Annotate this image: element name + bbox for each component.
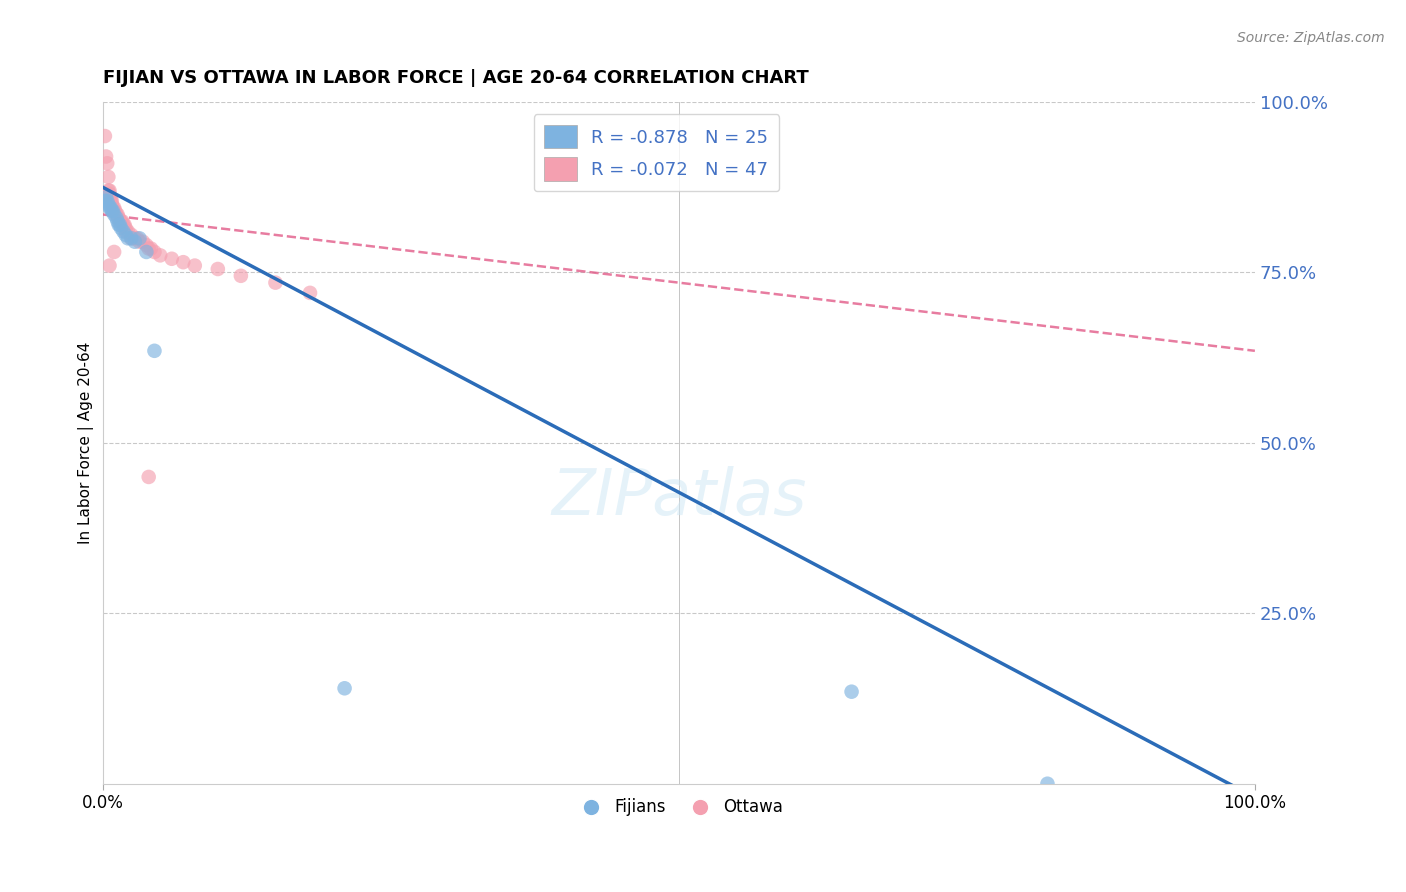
Point <box>98 201 121 215</box>
Point <box>135 238 157 252</box>
Point <box>160 252 183 266</box>
Point <box>143 244 166 259</box>
Point <box>101 194 124 208</box>
Point <box>120 227 142 242</box>
Point <box>138 470 160 484</box>
Point <box>101 204 124 219</box>
Point <box>128 231 150 245</box>
Point <box>98 184 121 198</box>
Point <box>112 225 135 239</box>
Point <box>120 231 142 245</box>
Point <box>100 190 122 204</box>
Point <box>103 204 125 219</box>
Point <box>105 211 128 225</box>
Point <box>139 242 162 256</box>
Point <box>112 218 135 232</box>
Point <box>107 214 129 228</box>
Point <box>96 194 118 208</box>
Point <box>105 207 128 221</box>
Point <box>103 201 125 215</box>
Point <box>143 343 166 358</box>
Point <box>135 244 157 259</box>
Point <box>117 231 139 245</box>
Point <box>108 218 131 232</box>
Point <box>127 231 149 245</box>
Point <box>114 221 136 235</box>
Point <box>172 255 194 269</box>
Point <box>107 207 129 221</box>
Point <box>184 259 207 273</box>
Point <box>128 235 150 249</box>
Point <box>101 201 124 215</box>
Y-axis label: In Labor Force | Age 20-64: In Labor Force | Age 20-64 <box>79 342 94 544</box>
Point <box>264 276 287 290</box>
Point <box>94 190 117 204</box>
Text: FIJIAN VS OTTAWA IN LABOR FORCE | AGE 20-64 CORRELATION CHART: FIJIAN VS OTTAWA IN LABOR FORCE | AGE 20… <box>103 69 808 87</box>
Point <box>117 225 139 239</box>
Point <box>108 214 131 228</box>
Point <box>333 681 356 696</box>
Point <box>100 201 122 215</box>
Point <box>110 221 132 235</box>
Point <box>97 197 120 211</box>
Point <box>298 285 321 300</box>
Point <box>107 218 129 232</box>
Point <box>103 207 125 221</box>
Point <box>132 235 155 249</box>
Point <box>120 231 142 245</box>
Point <box>101 197 124 211</box>
Point <box>107 211 129 225</box>
Point <box>104 204 127 219</box>
Point <box>138 242 160 256</box>
Point <box>124 235 146 249</box>
Point <box>111 214 134 228</box>
Point <box>110 214 132 228</box>
Point <box>94 194 117 208</box>
Point <box>96 156 118 170</box>
Point <box>103 244 125 259</box>
Point <box>1036 777 1059 791</box>
Point <box>841 684 863 698</box>
Text: Source: ZipAtlas.com: Source: ZipAtlas.com <box>1237 31 1385 45</box>
Point <box>100 194 122 208</box>
Point <box>97 169 120 184</box>
Point <box>98 186 121 201</box>
Point <box>229 268 252 283</box>
Point <box>124 231 146 245</box>
Legend: Fijians, Ottawa: Fijians, Ottawa <box>568 792 789 823</box>
Point <box>114 218 136 232</box>
Point <box>94 129 117 144</box>
Text: ZIPatlas: ZIPatlas <box>551 467 807 528</box>
Point <box>114 225 136 239</box>
Point <box>207 262 229 277</box>
Point <box>97 184 120 198</box>
Point <box>149 248 172 262</box>
Point <box>98 259 121 273</box>
Point <box>101 204 124 219</box>
Point <box>94 149 117 163</box>
Point <box>114 227 136 242</box>
